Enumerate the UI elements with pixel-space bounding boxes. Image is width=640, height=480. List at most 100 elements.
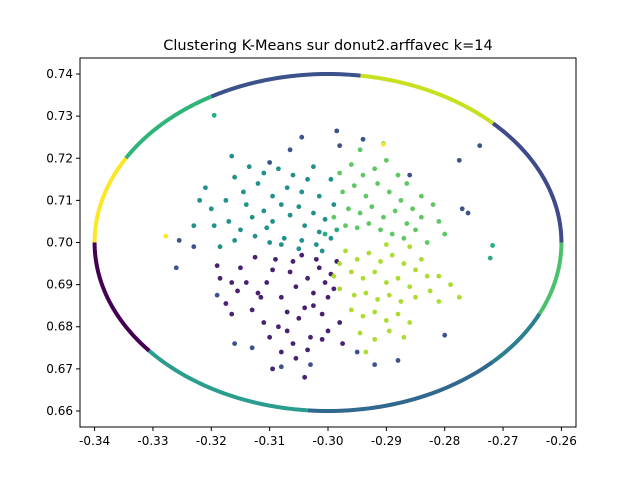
data-point — [386, 328, 392, 334]
data-point — [308, 362, 313, 368]
data-point — [348, 307, 354, 313]
data-point — [430, 202, 436, 207]
data-point — [322, 231, 328, 237]
ring-arc-7 — [147, 349, 308, 413]
data-point — [238, 265, 243, 271]
x-axis: -0.34 -0.33 -0.32 -0.31 -0.30 -0.29 -0.28 -0.27… — [79, 427, 577, 448]
data-point — [348, 162, 354, 167]
data-point — [343, 248, 348, 254]
data-point — [287, 212, 293, 218]
data-point — [383, 242, 389, 248]
data-point — [395, 275, 401, 281]
data-point — [369, 204, 375, 210]
data-point — [418, 193, 424, 199]
data-point — [331, 214, 337, 220]
data-point — [386, 292, 392, 298]
data-point — [372, 269, 378, 275]
data-point — [436, 219, 442, 224]
data-point — [252, 233, 258, 239]
data-point — [337, 320, 343, 325]
data-point — [366, 221, 372, 226]
data-point — [360, 275, 366, 281]
cluster-5 — [211, 112, 495, 261]
ring-layer — [92, 72, 564, 413]
cluster-3 — [331, 242, 462, 355]
data-point — [442, 332, 448, 338]
data-point — [354, 349, 360, 355]
data-point — [276, 324, 281, 330]
data-point — [407, 244, 413, 250]
y-tick-label: 0.66 — [46, 404, 73, 418]
data-point — [302, 223, 308, 229]
data-point — [375, 296, 380, 302]
data-point — [413, 294, 418, 300]
data-point — [299, 134, 305, 140]
data-point — [217, 244, 223, 250]
data-point — [436, 273, 442, 279]
x-tick-label: -0.26 — [546, 434, 577, 448]
data-point — [229, 311, 235, 317]
data-point — [372, 336, 378, 342]
y-axis: 0.66 0.67 0.68 0.69 0.70 0.71 0.72 0.73 0.74 — [46, 67, 80, 418]
data-point — [366, 250, 372, 256]
data-point — [465, 210, 471, 216]
ring-arc-8 — [307, 360, 495, 413]
data-point — [299, 252, 305, 258]
data-point — [427, 288, 433, 294]
data-point — [211, 112, 217, 118]
data-point — [395, 172, 401, 178]
data-point — [316, 229, 322, 235]
data-point — [211, 223, 217, 229]
data-point — [383, 280, 389, 285]
data-point — [404, 181, 410, 186]
data-point — [311, 164, 316, 170]
x-tick-label: -0.33 — [137, 434, 168, 448]
data-point — [299, 189, 305, 195]
data-point — [270, 193, 275, 199]
data-point — [278, 242, 284, 248]
data-point — [360, 136, 366, 142]
cluster-6 — [163, 141, 386, 239]
data-point — [270, 267, 275, 273]
data-point — [386, 189, 392, 195]
data-point — [328, 176, 334, 182]
data-point — [214, 263, 220, 269]
data-point — [270, 219, 275, 224]
data-point — [383, 157, 389, 163]
data-point — [255, 290, 261, 296]
data-point — [270, 366, 275, 372]
data-point — [290, 259, 296, 264]
data-point — [346, 206, 351, 212]
data-point — [331, 202, 337, 207]
data-point — [372, 309, 378, 315]
data-point — [203, 185, 208, 191]
data-point — [319, 248, 325, 254]
ring-arc-1 — [360, 73, 495, 125]
cluster-4 — [173, 128, 483, 370]
data-point — [287, 269, 293, 275]
data-point — [163, 233, 169, 239]
data-point — [407, 172, 413, 178]
data-point — [243, 280, 249, 285]
data-point — [217, 275, 223, 281]
data-point — [418, 214, 424, 220]
data-point — [351, 183, 357, 189]
data-point — [401, 261, 407, 266]
data-point — [337, 170, 343, 176]
data-point — [264, 280, 270, 285]
data-point — [360, 313, 366, 319]
data-point — [284, 185, 290, 191]
data-point — [296, 246, 302, 252]
data-point — [424, 273, 430, 279]
x-tick-label: -0.29 — [371, 434, 402, 448]
data-point — [249, 214, 255, 220]
data-point — [267, 240, 273, 245]
data-point — [284, 328, 290, 334]
y-tick-label: 0.67 — [46, 362, 73, 376]
data-point — [235, 288, 240, 294]
data-point — [311, 290, 316, 296]
data-point — [334, 128, 340, 134]
x-tick-label: -0.28 — [429, 434, 460, 448]
data-point — [378, 227, 383, 233]
